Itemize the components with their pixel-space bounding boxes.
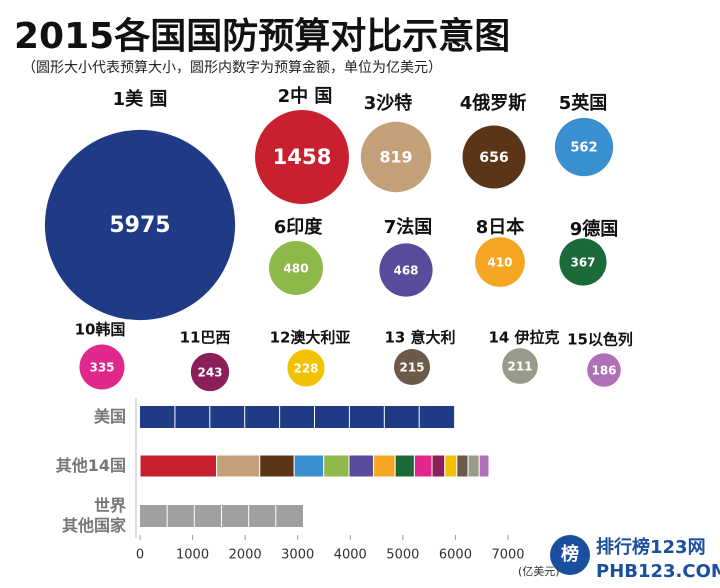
value-label: 468 [393,264,418,278]
bubble [559,238,607,286]
value-label: 211 [507,360,532,374]
x-tick-label: 1000 [176,548,209,563]
x-tick-label: 7000 [491,548,524,563]
country-label: 1美 国 [113,88,168,110]
bar-segment [293,454,325,478]
country-label: 10韩国 [75,321,126,339]
value-label: 562 [570,141,597,156]
value-label: 228 [293,362,318,376]
country-label: 13 意大利 [384,329,455,347]
value-label: 410 [487,256,512,270]
bubble [190,352,230,392]
bar-segment [456,454,469,478]
bubble [475,237,525,287]
bubble [44,129,236,321]
country-label: 3沙特 [364,92,413,114]
bar-segment [259,454,295,478]
bubble [502,348,538,384]
bubble [287,349,325,387]
bar-segment [467,454,480,478]
category-label: 美国 [93,407,126,426]
country-label: 7法国 [384,216,433,238]
bar-segment [139,454,218,478]
bubble [255,110,349,204]
country-label: 2中 国 [278,85,333,107]
country-label: 12澳大利亚 [270,329,351,347]
country-label: 5英国 [559,92,608,114]
bar-segment [431,454,446,478]
logo-circle [550,535,590,575]
x-tick-label: 6000 [439,548,472,563]
value-label: 215 [399,361,424,375]
x-tick-label: 3000 [281,548,314,563]
bubble [79,344,125,390]
bar-segment [140,406,455,428]
bubble [462,125,526,189]
x-tick-label: 0 [136,548,144,563]
country-label: 14 伊拉克 [488,329,559,347]
country-label: 6印度 [274,216,324,238]
bar-segment [348,454,375,478]
bar-segment [478,454,490,478]
subtitle: （圆形大小代表预算大小，圆形内数字为预算金额，单位为亿美元） [22,60,442,76]
bubble [554,117,614,177]
bubble [587,353,621,387]
value-label: 186 [591,364,616,378]
bar-segment [413,454,433,478]
logo: 榜 [561,543,579,565]
value-label: 5975 [109,213,170,238]
country-label: 11巴西 [180,329,231,347]
value-label: 480 [283,262,308,276]
value-label: 656 [479,150,509,166]
value-label: 367 [570,256,595,270]
x-tick-label: 5000 [386,548,419,563]
x-tick-label: 4000 [334,548,367,563]
bar-segment [216,454,261,478]
value-label: 243 [197,366,222,380]
bar-segment [394,454,415,478]
category-label: 其他14国 [55,456,126,475]
x-tick-label: 2000 [229,548,262,563]
bubble [393,348,431,386]
bar-segment [323,454,350,478]
value-label: 1458 [273,144,332,169]
unit-label: (亿美元) [518,565,560,578]
value-label: 335 [89,361,114,375]
country-label: 9德国 [570,218,619,240]
bar-segment [444,454,458,478]
bubble [269,241,323,295]
country-label: 4俄罗斯 [460,92,527,114]
bubble [360,121,432,193]
watermark-site: 排行榜123网 [596,536,706,558]
country-label: 8日本 [476,216,525,238]
title: 2015各国国防预算对比示意图 [14,16,510,57]
bubble [379,243,433,297]
category-label: 世界 其他国家 [61,496,126,535]
bar-segment [373,454,396,478]
watermark-url: PHB123.COM [596,561,720,582]
country-label: 15以色列 [567,331,633,349]
value-label: 819 [379,148,412,167]
